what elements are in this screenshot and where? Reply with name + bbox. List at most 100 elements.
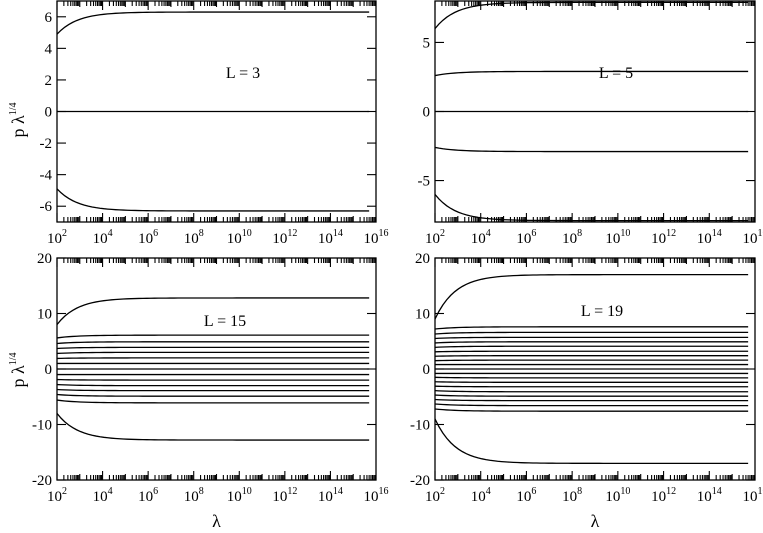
series-line-2 [57,334,370,339]
y-axis-label: p λ1/4 [8,352,28,387]
x-tick-label: 108 [562,228,582,247]
series-line-11 [57,383,370,387]
x-tick-label: 106 [138,228,158,247]
y-axis-label: p λ1/4 [8,102,28,137]
series-line-8 [435,355,749,357]
series-line-6 [435,345,749,349]
x-tick-label: 1012 [272,486,297,505]
panel-1: 102 104 106 108 1010 1012 1014 1016 -6 -4 -2 0 2 4 6 L … [8,0,389,247]
y-tick-label: 6 [45,10,53,26]
series-line-16 [435,389,749,393]
series-line-20 [435,408,749,412]
series-line-14 [435,381,749,383]
series-line-18 [435,398,749,402]
x-tick-label: 106 [516,486,536,505]
series-line-9 [435,359,749,362]
series-line-3 [57,341,370,345]
series-line-4 [57,346,370,350]
y-tick-label: -10 [410,418,430,434]
y-tick-label: 5 [423,35,431,51]
y-tick-label: 4 [45,41,53,57]
x-tick-label: 102 [425,228,445,247]
panel-annotation: L = 5 [599,65,633,82]
y-tick-label: 10 [415,307,430,323]
panel-annotation: L = 15 [204,313,246,330]
x-tick-label: 1010 [227,228,252,247]
x-tick-label: 1016 [364,228,389,247]
series-line-1 [435,1,749,30]
y-tick-label: -4 [40,168,53,184]
x-tick-label: 108 [562,486,582,505]
series-line-5 [57,351,370,355]
x-tick-label: 104 [93,486,113,505]
x-axis-label: λ [591,511,600,531]
series-line-2 [435,70,749,77]
x-tick-label: 1010 [227,486,252,505]
y-tick-label: 20 [37,251,52,267]
x-tick-label: 1010 [605,486,630,505]
series-line-13 [435,376,749,379]
x-tick-label: 1012 [651,486,676,505]
series-line-1 [57,11,370,35]
x-tick-label: 102 [47,228,67,247]
series-line-15 [57,412,370,441]
y-tick-label: -10 [32,418,52,434]
series-line-2 [435,326,749,330]
series-line-12 [57,388,370,392]
y-tick-label: -20 [410,473,430,489]
y-tick-label: -5 [418,174,431,190]
series-line-4 [435,336,749,340]
series-line-13 [57,393,370,397]
y-tick-label: -6 [40,199,53,215]
x-tick-label: 104 [471,228,491,247]
series-line-14 [57,399,370,404]
y-tick-label: -20 [32,473,52,489]
series-line-19 [435,403,749,407]
series-line-3 [57,188,370,212]
panel-2: 102 104 106 108 1010 1012 1014 1016 -5 0 5 L = 5 [418,0,763,247]
y-tick-label: 20 [415,251,430,267]
y-tick-label: 0 [45,105,53,121]
series-line-4 [435,146,749,153]
series-line-5 [435,193,749,222]
panel-annotation: L = 19 [581,303,623,320]
series-line-6 [57,357,370,360]
x-tick-label: 108 [184,486,204,505]
x-tick-label: 102 [425,486,445,505]
x-tick-label: 108 [184,228,204,247]
x-tick-label: 106 [138,486,158,505]
panel-4: 102 104 106 108 1010 1012 1014 1016 -20 -10 0 10 20 L… [410,251,763,531]
series-line-1 [57,297,370,326]
x-tick-label: 104 [93,228,113,247]
series-line-1 [435,274,749,320]
x-tick-label: 104 [471,486,491,505]
panel-annotation: L = 3 [226,65,260,82]
y-tick-label: 0 [45,362,53,378]
x-axis-label: λ [212,511,221,531]
y-tick-label: 0 [423,105,431,121]
x-tick-label: 1014 [697,486,722,505]
x-tick-label: 1014 [318,486,343,505]
series-line-21 [435,418,749,464]
series-line-5 [435,341,749,344]
series-line-10 [57,378,370,381]
series-line-15 [435,385,749,388]
x-tick-label: 102 [47,486,67,505]
y-tick-label: 10 [37,307,52,323]
x-tick-label: 1012 [651,228,676,247]
x-tick-label: 1010 [605,228,630,247]
panel-3: 102 104 106 108 1010 1012 1014 1016 -20 -10 0 10 20 L… [8,251,389,531]
series-line-17 [435,394,749,397]
y-tick-label: -2 [40,136,53,152]
x-tick-label: 1014 [697,228,722,247]
series-line-3 [435,331,749,335]
x-tick-label: 1016 [743,228,763,247]
x-tick-label: 1016 [743,486,763,505]
series-line-7 [435,350,749,353]
y-tick-label: 2 [45,73,53,89]
x-tick-label: 106 [516,228,536,247]
x-tick-label: 1012 [272,228,297,247]
y-tick-label: 0 [423,362,431,378]
x-tick-label: 1016 [364,486,389,505]
